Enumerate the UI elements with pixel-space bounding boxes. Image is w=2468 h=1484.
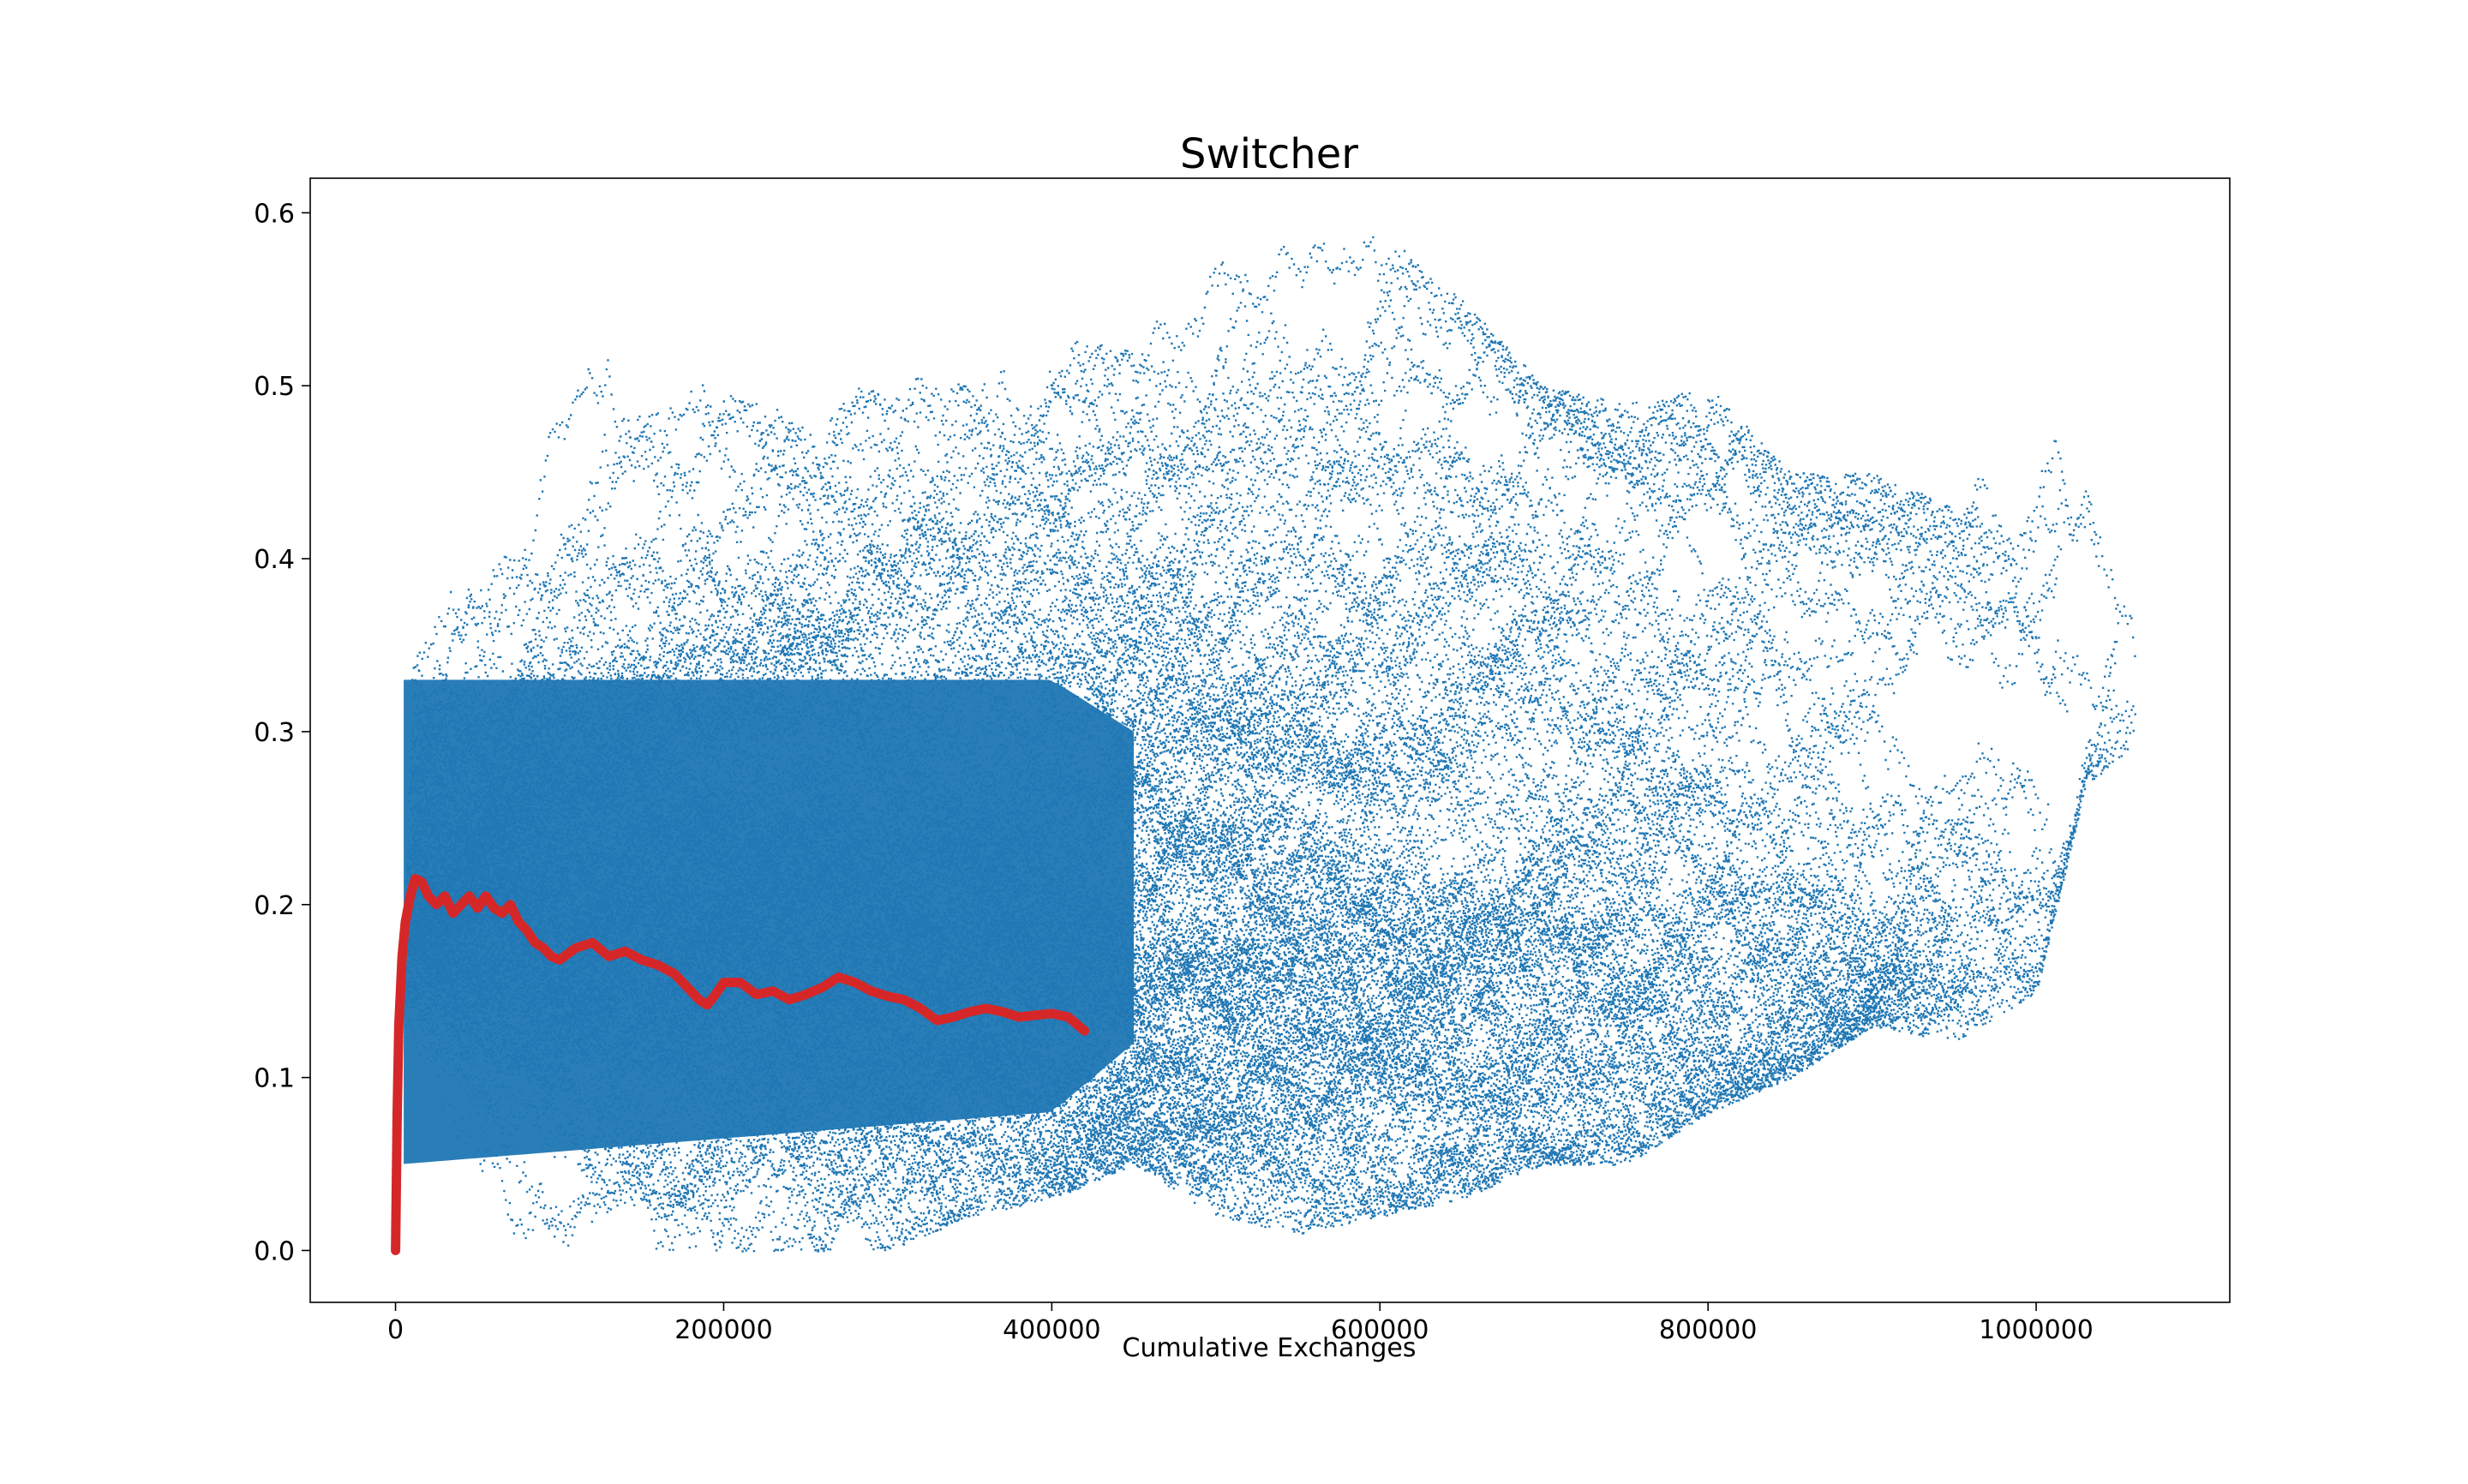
y-axis: 0.0 0.1 0.2 0.3 0.4 0.5 0.6 bbox=[254, 199, 310, 1266]
y-tick-label: 0.2 bbox=[254, 891, 295, 921]
chart-title: Switcher bbox=[1180, 130, 1358, 178]
x-axis: 0 200000 400000 600000 800000 1000000 bbox=[387, 1302, 2094, 1345]
y-tick-label: 0.3 bbox=[254, 718, 295, 748]
line-series bbox=[391, 874, 1090, 1255]
x-tick-label: 0 bbox=[387, 1315, 404, 1345]
scatter-series bbox=[402, 236, 2136, 1253]
x-axis-label: Cumulative Exchanges bbox=[1123, 1333, 1417, 1363]
x-tick-label: 200000 bbox=[674, 1315, 773, 1345]
y-tick-label: 0.0 bbox=[254, 1236, 295, 1266]
x-tick-label: 400000 bbox=[1003, 1315, 1101, 1345]
y-tick-label: 0.1 bbox=[254, 1064, 295, 1094]
y-tick-label: 0.4 bbox=[254, 545, 295, 575]
plot-frame bbox=[309, 177, 2231, 1303]
x-tick-label: 600000 bbox=[1331, 1315, 1429, 1345]
y-tick-label: 0.5 bbox=[254, 372, 295, 402]
average-line bbox=[391, 874, 1090, 1255]
x-tick-label: 800000 bbox=[1659, 1315, 1758, 1345]
y-tick-label: 0.6 bbox=[254, 199, 295, 229]
scatter-points bbox=[402, 236, 2136, 1253]
x-tick-label: 1000000 bbox=[1979, 1315, 2094, 1345]
